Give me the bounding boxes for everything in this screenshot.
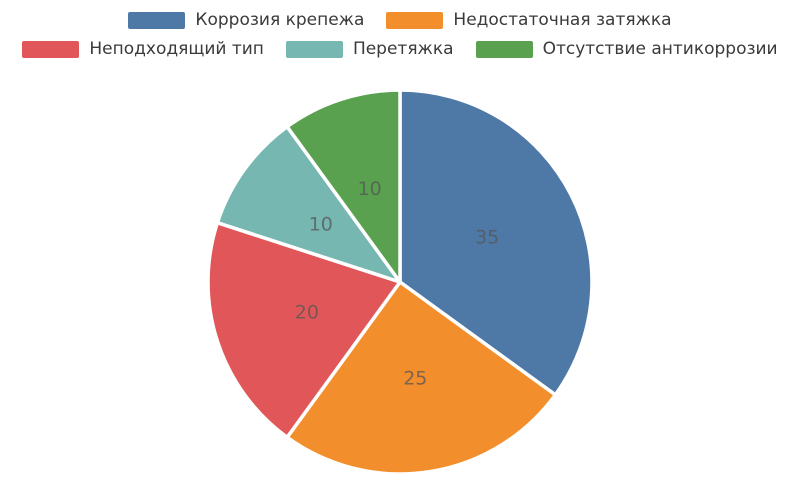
pie-slice-0 <box>398 88 594 397</box>
legend-item-2: Неподходящий тип <box>22 39 264 59</box>
pie-value-label-3: 10 <box>309 213 333 235</box>
legend-label: Недостаточная затяжка <box>453 10 672 30</box>
pie-slice-4 <box>285 88 402 284</box>
pie-slice-1 <box>285 280 558 476</box>
legend-label: Неподходящий тип <box>89 39 264 59</box>
pie-value-label-2: 20 <box>295 301 319 323</box>
pie-value-label-0: 35 <box>475 227 499 249</box>
legend-item-0: Коррозия крепежа <box>128 10 364 30</box>
legend-swatch-icon <box>128 11 186 29</box>
legend-item-1: Недостаточная затяжка <box>386 10 672 30</box>
legend-row-1: Коррозия крепежа Недостаточная затяжка <box>128 10 672 30</box>
legend-swatch-icon <box>22 40 80 58</box>
legend-item-3: Перетяжка <box>285 39 454 59</box>
pie-slice-2 <box>206 220 402 440</box>
legend-label: Коррозия крепежа <box>195 10 365 30</box>
pie-slice-3 <box>215 124 402 284</box>
legend-label: Перетяжка <box>352 39 454 59</box>
pie-value-label-1: 25 <box>403 368 427 390</box>
legend: Коррозия крепежа Недостаточная затяжка Неп… <box>0 10 800 59</box>
legend-swatch-icon <box>285 40 343 58</box>
pie-value-label-4: 10 <box>358 178 382 200</box>
legend-label: Отсутствие антикоррозии <box>542 39 778 59</box>
legend-row-2: Неподходящий тип Перетяжка Отсутствие анти… <box>22 39 778 59</box>
legend-swatch-icon <box>475 40 533 58</box>
legend-item-4: Отсутствие антикоррозии <box>475 39 778 59</box>
legend-swatch-icon <box>386 11 444 29</box>
